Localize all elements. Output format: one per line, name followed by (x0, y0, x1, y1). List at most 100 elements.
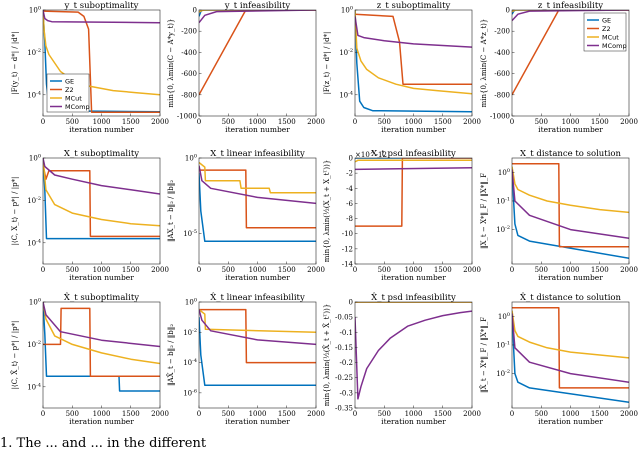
x-tick-label: 0 (41, 266, 45, 274)
series-mcomp-line (43, 10, 160, 24)
x-tick-label: 1000 (249, 410, 267, 418)
y-tick-label: -200 (181, 28, 197, 36)
panel-title: X̂_t suboptimality (64, 291, 139, 303)
x-tick-label: 0 (510, 266, 514, 274)
x-tick-label: 500 (378, 266, 391, 274)
y-tick-label: -8 (346, 215, 353, 223)
x-tick-label: 1000 (405, 266, 423, 274)
x-tick-label: 0 (197, 118, 201, 126)
y-tick-label: 10-4 (339, 90, 353, 99)
x-tick-label: 0 (510, 118, 514, 126)
y-tick-label: 0 (349, 299, 353, 307)
y-tick-label: 10-2 (27, 48, 41, 57)
series-z2-line (199, 10, 316, 96)
panel-title: X_t suboptimality (64, 149, 139, 159)
y-axis-label: |F(z_t) − d*| / |d*| (323, 32, 331, 95)
y-tick-label: -1000 (490, 113, 510, 121)
x-tick-label: 1000 (562, 118, 580, 126)
series-group (512, 306, 629, 404)
x-tick-label: 1500 (122, 266, 140, 274)
x-tick-label: 500 (66, 266, 79, 274)
plot-area (199, 302, 316, 408)
series-group (355, 158, 472, 227)
y-axis-label: min{0, λmin(C − A*z_t)} (480, 19, 488, 108)
x-tick-label: 1000 (405, 118, 423, 126)
panel-title: X_t distance to solution (520, 149, 622, 159)
x-tick-label: 2000 (151, 410, 169, 418)
series-mcomp-line (355, 16, 472, 48)
y-tick-label: -0.2 (340, 359, 354, 367)
panel-title: y_t suboptimality (64, 1, 139, 11)
y-tick-label: 10-1 (496, 340, 510, 349)
series-z2-line (355, 158, 472, 227)
x-axis-label: iteration number (225, 417, 290, 426)
y-tick-label: 0 (506, 7, 510, 15)
x-tick-label: 500 (378, 410, 391, 418)
x-tick-label: 500 (535, 118, 548, 126)
x-tick-label: 1000 (249, 266, 267, 274)
x-tick-label: 2000 (307, 266, 325, 274)
x-axis-label: iteration number (225, 125, 290, 134)
x-axis-label: iteration number (381, 125, 446, 134)
plot-area (199, 158, 316, 264)
plot-area (355, 158, 472, 264)
x-tick-label: 500 (378, 118, 391, 126)
x-tick-label: 1000 (93, 266, 111, 274)
x-tick-label: 1500 (434, 410, 452, 418)
y-tick-label: -0.35 (335, 405, 353, 413)
x-tick-label: 2000 (151, 118, 169, 126)
y-tick-label: 10-2 (27, 340, 41, 349)
x-tick-label: 1500 (278, 118, 296, 126)
x-tick-label: 0 (197, 410, 201, 418)
x-tick-label: 500 (222, 118, 235, 126)
y-tick-label: 100 (29, 154, 41, 163)
x-axis-label: iteration number (538, 273, 603, 282)
series-mcomp-line (199, 309, 316, 346)
x-tick-label: 500 (222, 266, 235, 274)
y-tick-label: -400 (494, 49, 510, 57)
y-axis-label: |F(y_t) − d*| / |d*| (11, 31, 19, 94)
panel-p2: 0 500 1000 1500 2000 0 -200 -400 -600 -800 -1000 y_… (167, 1, 325, 134)
legend-label-z2: Z2 (602, 25, 611, 33)
x-tick-label: 2000 (463, 266, 481, 274)
y-tick-label: 10-2 (339, 48, 353, 57)
series-ge-line (199, 173, 316, 243)
panel-p8: 0 500 1000 1500 2000 100 10-1 10-2 X_t distance … (480, 149, 638, 282)
series-group (199, 161, 316, 243)
y-tick-label: 10-4 (27, 238, 41, 247)
series-mcut-line (512, 310, 629, 359)
panel-p3: 0 500 1000 1500 2000 100 10-2 10-4 z_t suboptima… (323, 1, 481, 134)
y-tick-label: -12 (342, 245, 353, 253)
series-group (43, 158, 160, 240)
panel-title: y_t infeasibility (224, 1, 291, 11)
series-mcut-line (43, 158, 160, 227)
x-axis-label: iteration number (225, 273, 290, 282)
series-ge-line (43, 302, 160, 392)
x-tick-label: 1500 (591, 410, 609, 418)
panel-p4: 0 500 1000 1500 2000 0 -200 -400 -600 -800 -1000 z_… (480, 1, 638, 134)
x-axis-label: iteration number (69, 417, 134, 426)
legend-label-mcomp: MComp (602, 42, 627, 50)
y-tick-label: 100 (29, 6, 41, 15)
panel-p6: 0 500 1000 1500 2000 100 10-5 X_t linear infeas… (167, 149, 325, 282)
x-tick-label: 2000 (463, 410, 481, 418)
y-tick-label: -4 (346, 185, 353, 193)
y-tick-label: 100 (341, 6, 353, 15)
x-tick-label: 500 (222, 410, 235, 418)
x-tick-label: 1500 (591, 118, 609, 126)
x-tick-label: 1000 (562, 266, 580, 274)
y-tick-label: -14 (342, 261, 354, 269)
y-tick-label: 10-4 (27, 382, 41, 391)
series-mcut-line (512, 10, 629, 13)
legend-label-z2: Z2 (65, 86, 74, 94)
plot-area (43, 158, 160, 264)
series-mcut-line (355, 10, 472, 95)
x-tick-label: 2000 (307, 118, 325, 126)
x-tick-label: 1000 (249, 118, 267, 126)
x-tick-label: 0 (41, 410, 45, 418)
panel-p7: 0 500 1000 1500 2000 0 -2 -4 -6 -8 -10 -12 -14 ×10^-1… (323, 149, 481, 282)
y-axis-label: ‖AX_t − b‖₂ / ‖b‖₂ (167, 180, 175, 242)
x-axis-label: iteration number (69, 273, 134, 282)
